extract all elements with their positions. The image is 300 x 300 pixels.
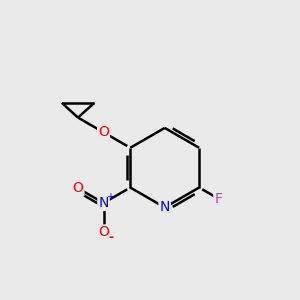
Text: O: O [98, 125, 109, 139]
Text: O: O [73, 181, 83, 195]
Text: F: F [214, 192, 222, 206]
Text: +: + [106, 191, 114, 202]
Text: O: O [98, 225, 109, 239]
Text: N: N [98, 196, 109, 210]
Text: N: N [160, 200, 170, 214]
Text: -: - [108, 231, 113, 244]
